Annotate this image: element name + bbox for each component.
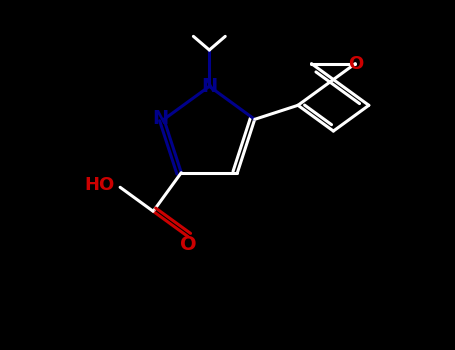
Text: HO: HO — [85, 176, 115, 194]
Text: O: O — [348, 55, 363, 72]
Text: N: N — [201, 77, 217, 96]
Text: N: N — [152, 109, 168, 128]
Text: O: O — [180, 236, 197, 254]
